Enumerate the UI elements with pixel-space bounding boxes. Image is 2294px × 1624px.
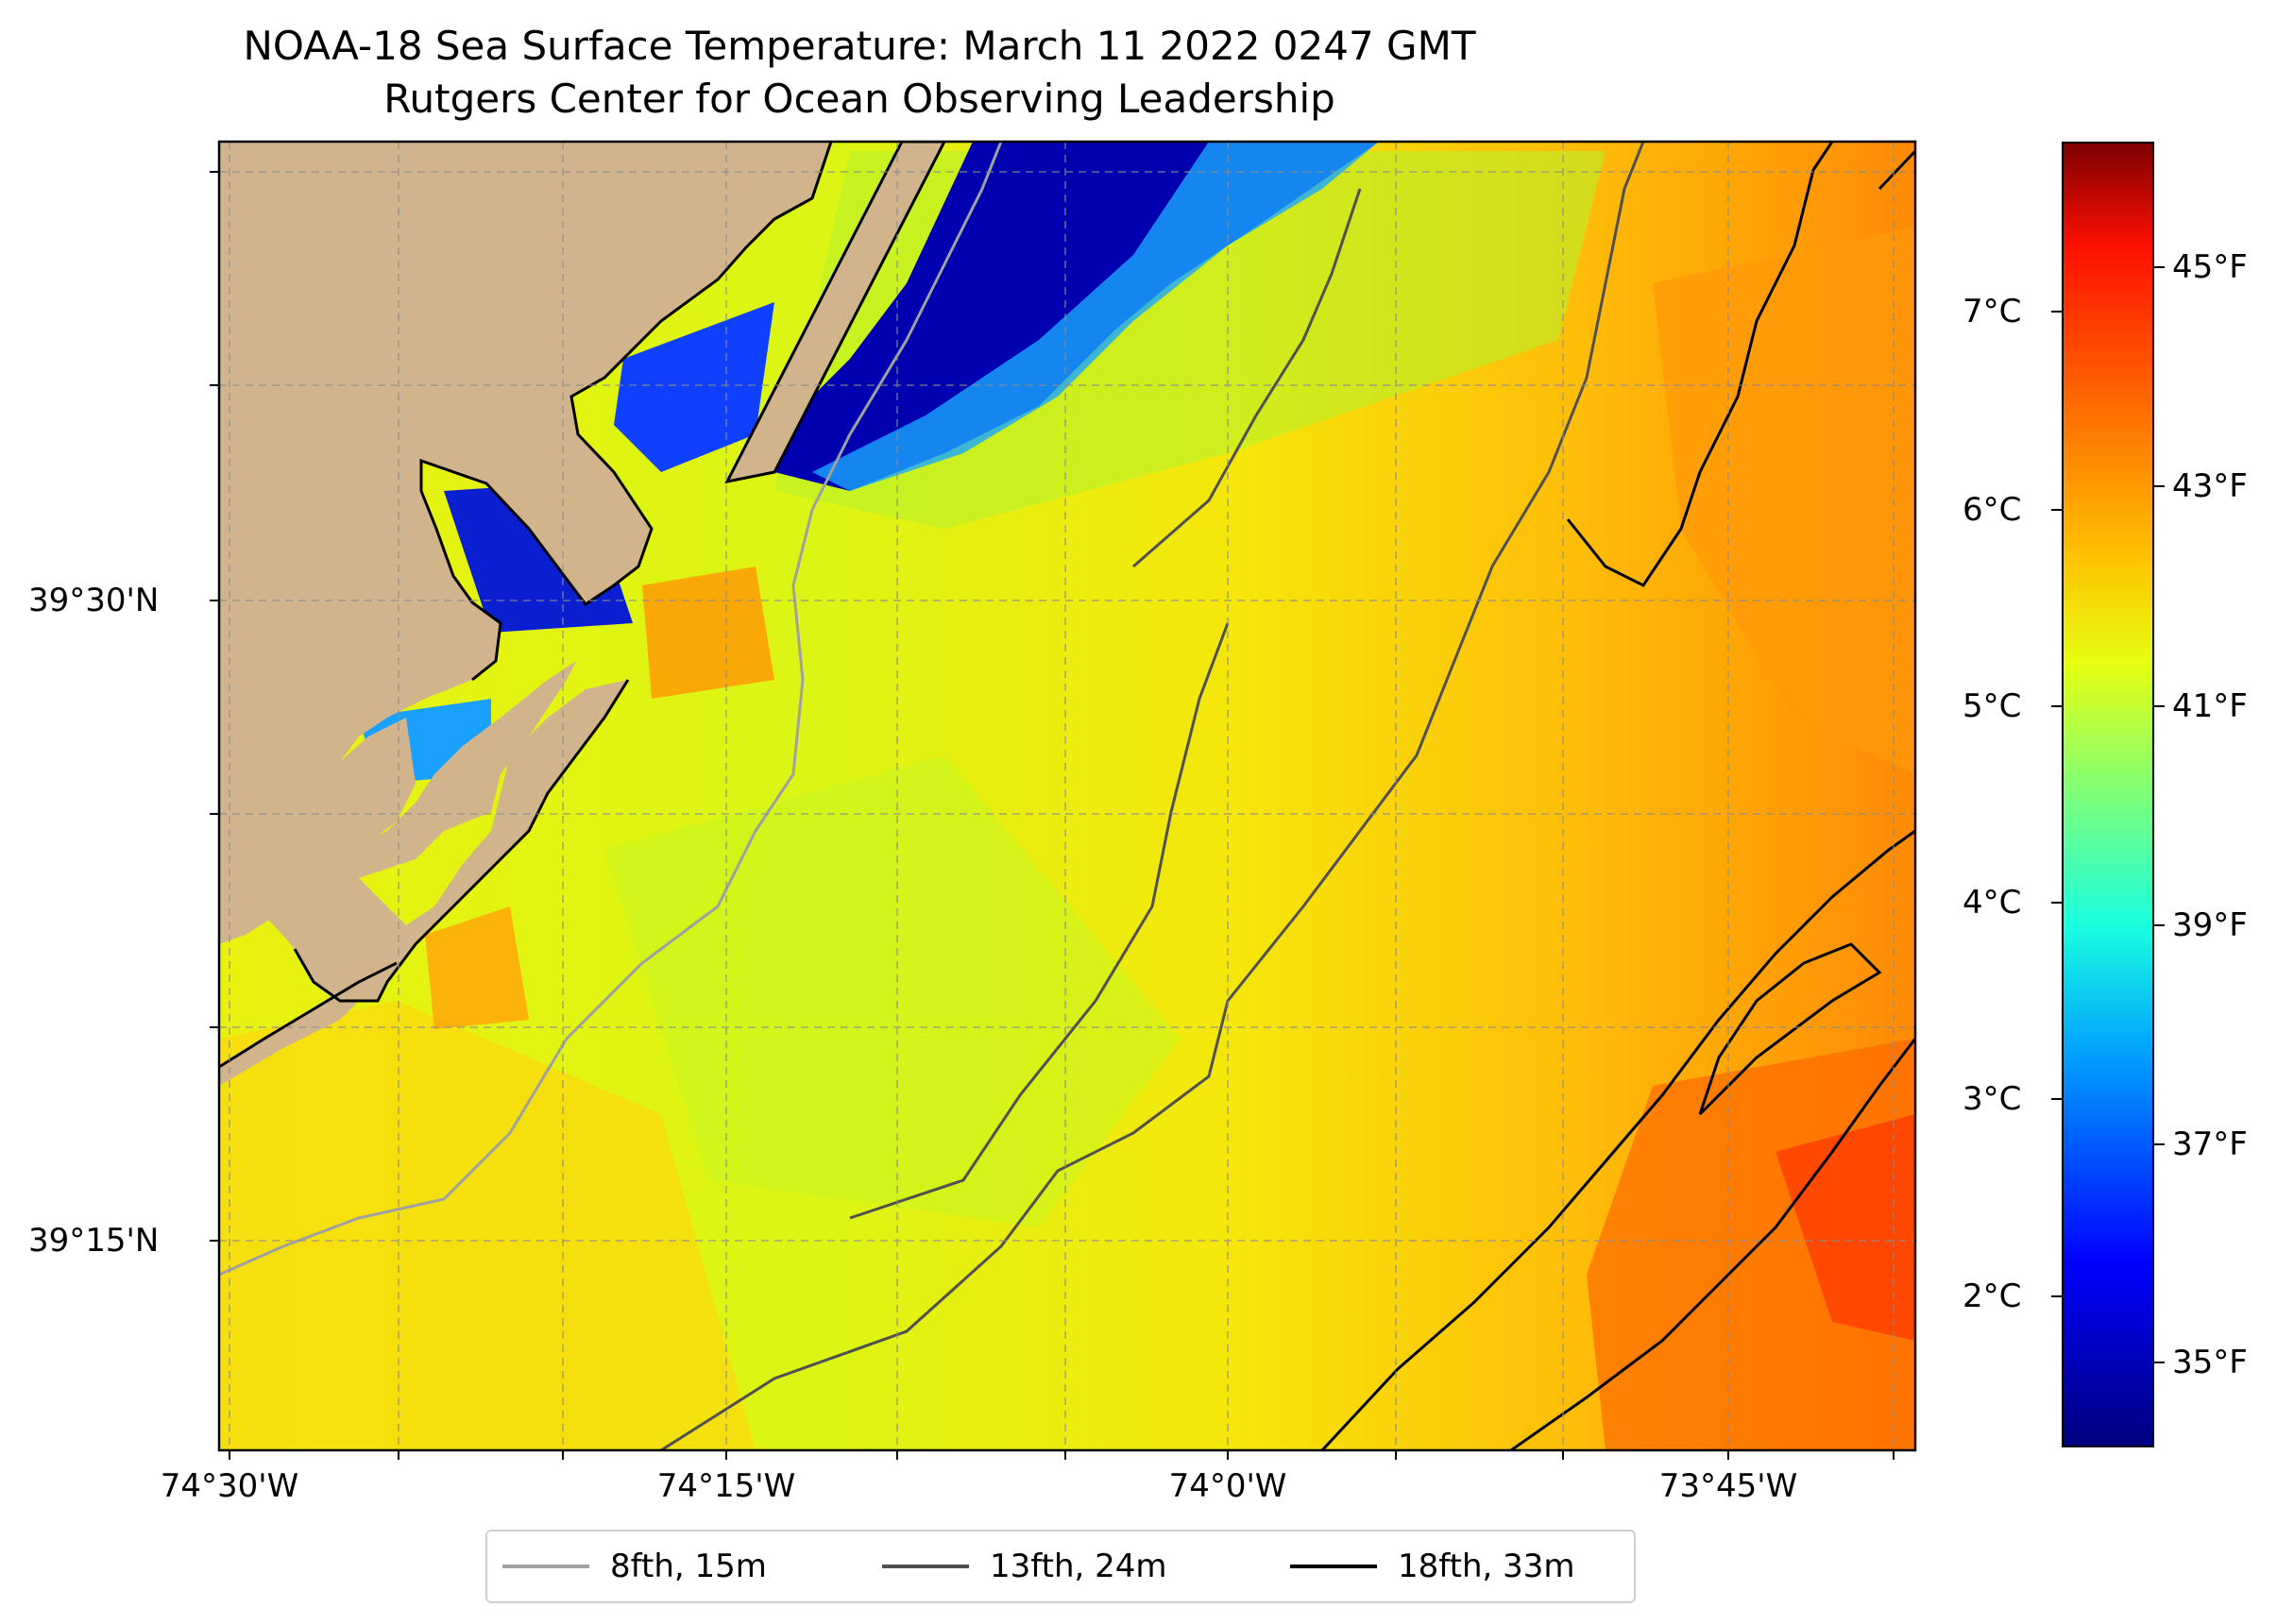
lat-label-39-30n: 39°30'N [28, 582, 160, 619]
legend-swatch-24m [882, 1565, 969, 1568]
map-title: NOAA-18 Sea Surface Temperature: March 1… [243, 23, 1476, 69]
coast-line [419, 142, 833, 682]
legend-swatch-33m [1290, 1565, 1377, 1568]
map-subtitle: Rutgers Center for Ocean Observing Leade… [383, 76, 1335, 122]
lon-label-74-00w: 74°0'W [1168, 1467, 1287, 1505]
cb-label-c-7: 7°C [1963, 293, 2022, 330]
barrier-island-coast [724, 142, 946, 484]
lat-label-39-15n: 39°15'N [28, 1222, 160, 1260]
warm-nearshore-band [219, 1001, 756, 1450]
isobath-33m-b [1510, 1038, 1915, 1450]
cb-label-f-39: 39°F [2172, 906, 2248, 944]
barrier-island [727, 142, 944, 482]
map-frame [217, 140, 1917, 1452]
cb-label-f-41: 41°F [2172, 687, 2248, 725]
legend-item-15m: 8fth, 15m [502, 1531, 767, 1601]
cb-label-f-35: 35°F [2172, 1344, 2248, 1381]
warm-offshore-patch-1 [1653, 227, 1915, 774]
cb-label-c-3: 3°C [1963, 1080, 2022, 1118]
isobath-33m-e [1878, 149, 1915, 191]
isobath-24m-c [1132, 188, 1362, 568]
isobath-33m-a [1320, 829, 1915, 1450]
warm-cape-spot [425, 906, 529, 1029]
cooler-midshelf-patch [604, 755, 1181, 1227]
isobath-24m-b [849, 622, 1230, 1220]
isobath-24m-a [660, 142, 1645, 1450]
coast-line-2 [293, 679, 630, 1003]
isobath-15m [219, 142, 1003, 1277]
lon-label-74-15w: 74°15'W [656, 1467, 796, 1505]
southern-coast [219, 963, 397, 1086]
legend-item-33m: 18fth, 33m [1290, 1531, 1575, 1601]
bay-cold-water [614, 302, 774, 472]
isobath-33m-c [1698, 942, 1882, 1116]
legend-label-15m: 8fth, 15m [610, 1548, 767, 1585]
hot-core [1776, 1114, 1915, 1341]
warm-nearshore-spot [642, 567, 774, 699]
lon-label-73-45w: 73°45'W [1658, 1467, 1798, 1505]
cb-label-c-5: 5°C [1963, 687, 2022, 725]
cold-water-edge [812, 142, 1379, 491]
cb-label-c-4: 4°C [1963, 884, 2022, 922]
temperature-colorbar [2062, 142, 2154, 1447]
legend-label-24m: 13fth, 24m [990, 1548, 1167, 1585]
coast-line-3 [219, 961, 398, 1069]
cb-label-f-43: 43°F [2172, 467, 2248, 505]
isobath-legend: 8fth, 15m 13fth, 24m 18fth, 33m [485, 1530, 1636, 1603]
cb-label-f-45: 45°F [2172, 248, 2248, 286]
land [219, 142, 831, 1001]
isobath-33m-d [1566, 142, 1834, 587]
cb-label-c-2: 2°C [1963, 1277, 2022, 1315]
lon-label-74-30w: 74°30'W [160, 1467, 299, 1505]
legend-item-24m: 13fth, 24m [882, 1531, 1167, 1601]
cb-label-c-6: 6°C [1963, 491, 2022, 529]
cb-label-f-37: 37°F [2172, 1125, 2248, 1163]
legend-label-33m: 18fth, 33m [1398, 1548, 1575, 1585]
legend-swatch-15m [502, 1565, 589, 1568]
